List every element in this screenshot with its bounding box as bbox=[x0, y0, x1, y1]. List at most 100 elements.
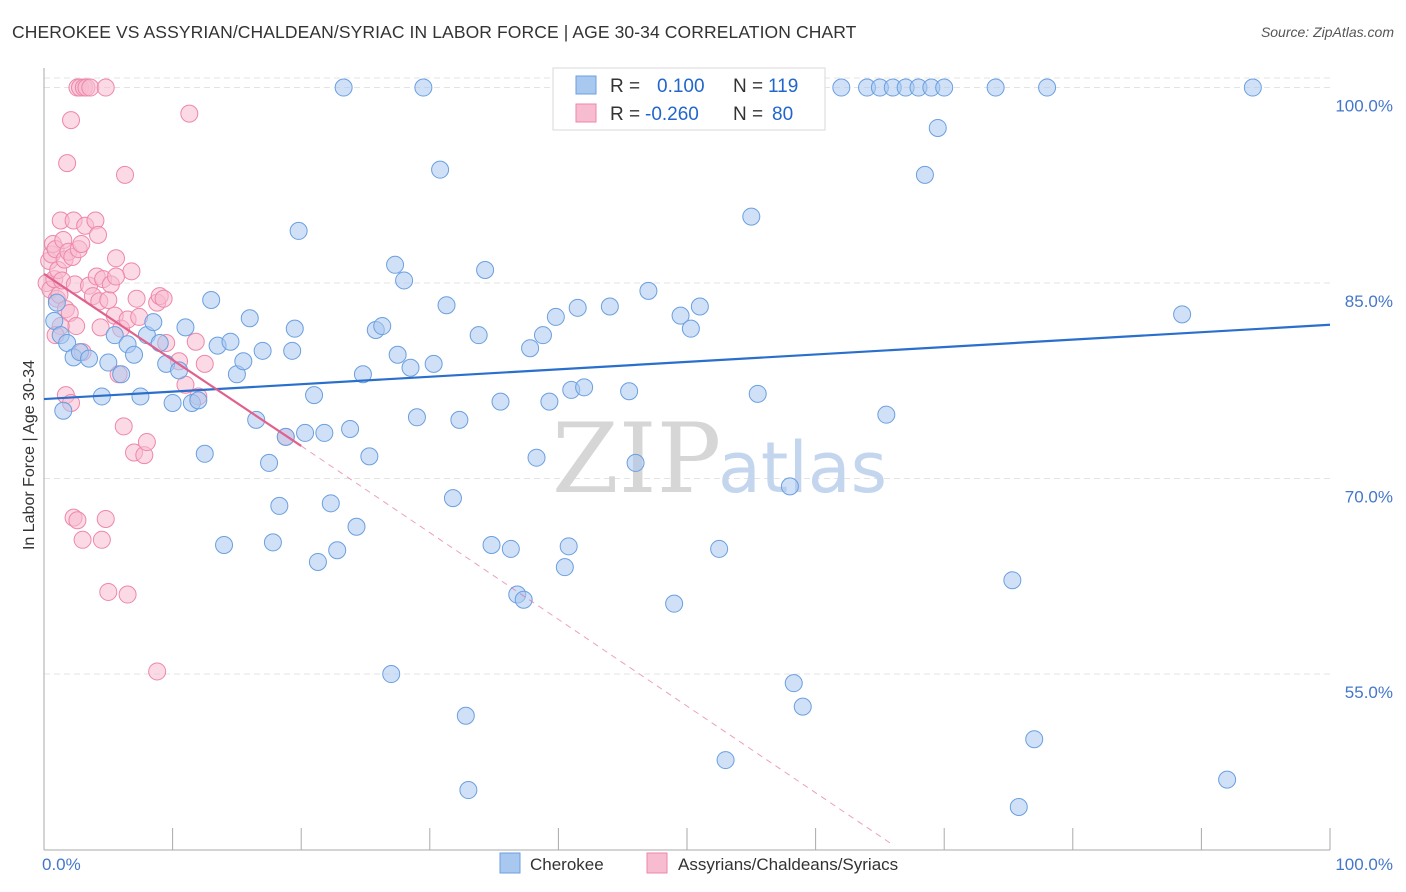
cherokee-point bbox=[514, 590, 533, 609]
assyrian-point bbox=[180, 104, 199, 123]
cherokee-point bbox=[395, 271, 414, 290]
cherokee-point bbox=[793, 697, 812, 716]
cherokee-point bbox=[105, 326, 124, 345]
cherokee-point bbox=[986, 78, 1005, 97]
cherokee-point bbox=[671, 306, 690, 325]
series-cherokee-points bbox=[45, 78, 1262, 816]
cherokee-point bbox=[315, 423, 334, 442]
cherokee-point bbox=[928, 118, 947, 137]
cherokee-point bbox=[424, 354, 443, 373]
y-tick-label: 100.0% bbox=[1335, 97, 1393, 116]
trend-line-cherokee bbox=[43, 323, 1331, 401]
legend-swatch-cherokee bbox=[575, 75, 597, 95]
y-tick-label: 70.0% bbox=[1345, 488, 1393, 507]
cherokee-point bbox=[491, 392, 510, 411]
assyrian-point bbox=[118, 585, 137, 604]
y-axis-title: In Labor Force | Age 30-34 bbox=[21, 360, 38, 550]
cherokee-point bbox=[270, 496, 289, 515]
legend-swatch-assyrian bbox=[575, 103, 597, 123]
bottom-legend-cherokee: Cherokee bbox=[530, 855, 604, 874]
cherokee-point bbox=[99, 353, 118, 372]
x-tick-label-min: 0.0% bbox=[42, 855, 81, 874]
cherokee-point bbox=[476, 261, 495, 280]
cherokee-point bbox=[125, 345, 144, 364]
cherokee-point bbox=[189, 391, 208, 410]
assyrian-point bbox=[96, 78, 115, 97]
cherokee-point bbox=[202, 290, 221, 309]
assyrian-point bbox=[148, 662, 167, 681]
cherokee-point bbox=[285, 319, 304, 338]
cherokee-point bbox=[915, 165, 934, 184]
assyrian-point bbox=[73, 530, 92, 549]
assyrian-point bbox=[72, 234, 91, 253]
cherokee-point bbox=[1243, 78, 1262, 97]
cherokee-point bbox=[469, 326, 488, 345]
assyrian-point bbox=[99, 290, 118, 309]
assyrian-point bbox=[107, 267, 126, 286]
legend-r-label: R = bbox=[610, 76, 640, 97]
cherokee-point bbox=[353, 365, 372, 384]
cherokee-point bbox=[559, 537, 578, 556]
cherokee-point bbox=[144, 313, 163, 332]
legend-box: R = 0.100 N = 119 R = -0.260 N = 80 bbox=[552, 67, 826, 131]
legend-r-value: 0.100 bbox=[657, 76, 705, 97]
assyrian-point bbox=[116, 165, 135, 184]
cherokee-point bbox=[431, 160, 450, 179]
cherokee-point bbox=[482, 536, 501, 555]
cherokee-point bbox=[742, 207, 761, 226]
cherokee-point bbox=[1038, 78, 1057, 97]
assyrian-point bbox=[92, 530, 111, 549]
legend-n-label: N = bbox=[733, 76, 763, 97]
assyrian-point bbox=[67, 317, 86, 336]
assyrian-point bbox=[58, 154, 77, 173]
cherokee-point bbox=[555, 558, 574, 577]
legend-n-value: 80 bbox=[772, 104, 793, 125]
cherokee-point bbox=[459, 781, 478, 800]
cherokee-point bbox=[240, 309, 259, 328]
cherokee-point bbox=[388, 345, 407, 364]
assyrian-point bbox=[99, 582, 118, 601]
cherokee-point bbox=[334, 78, 353, 97]
assyrian-point bbox=[137, 433, 156, 452]
cherokee-point bbox=[546, 307, 565, 326]
series-assyrian-points bbox=[37, 78, 295, 681]
cherokee-point bbox=[600, 297, 619, 316]
cherokee-point bbox=[131, 387, 150, 406]
legend-n-value: 119 bbox=[768, 76, 798, 97]
cherokee-point bbox=[47, 293, 66, 312]
y-tick-label: 85.0% bbox=[1345, 292, 1393, 311]
cherokee-point bbox=[308, 552, 327, 571]
cherokee-point bbox=[253, 341, 272, 360]
cherokee-point bbox=[443, 489, 462, 508]
bottom-legend-swatch-assyrian bbox=[646, 852, 668, 874]
cherokee-point bbox=[575, 378, 594, 397]
cherokee-point bbox=[341, 420, 360, 439]
cherokee-point bbox=[283, 341, 302, 360]
cherokee-point bbox=[748, 384, 767, 403]
cherokee-point bbox=[639, 281, 658, 300]
cherokee-point bbox=[163, 393, 182, 412]
cherokee-point bbox=[1173, 305, 1192, 324]
assyrian-point bbox=[114, 417, 133, 436]
cherokee-point bbox=[54, 401, 73, 420]
cherokee-point bbox=[527, 448, 546, 467]
cherokee-point bbox=[260, 453, 279, 472]
assyrian-point bbox=[154, 289, 173, 308]
cherokee-point bbox=[437, 296, 456, 315]
cherokee-point bbox=[328, 541, 347, 560]
legend-r-label: R = bbox=[610, 104, 640, 125]
legend-n-label: N = bbox=[733, 104, 763, 125]
cherokee-point bbox=[360, 447, 379, 466]
assyrian-point bbox=[62, 111, 81, 130]
cherokee-point bbox=[568, 298, 587, 317]
cherokee-point bbox=[195, 444, 214, 463]
cherokee-point bbox=[1025, 730, 1044, 749]
legend-r-value: -0.260 bbox=[645, 104, 699, 125]
cherokee-point bbox=[681, 319, 700, 338]
cherokee-point bbox=[1003, 571, 1022, 590]
cherokee-point bbox=[665, 594, 684, 613]
trend-line-assyrian-extension bbox=[300, 445, 894, 846]
cherokee-point bbox=[626, 453, 645, 472]
y-tick-label: 55.0% bbox=[1345, 683, 1393, 702]
cherokee-point bbox=[501, 539, 520, 558]
